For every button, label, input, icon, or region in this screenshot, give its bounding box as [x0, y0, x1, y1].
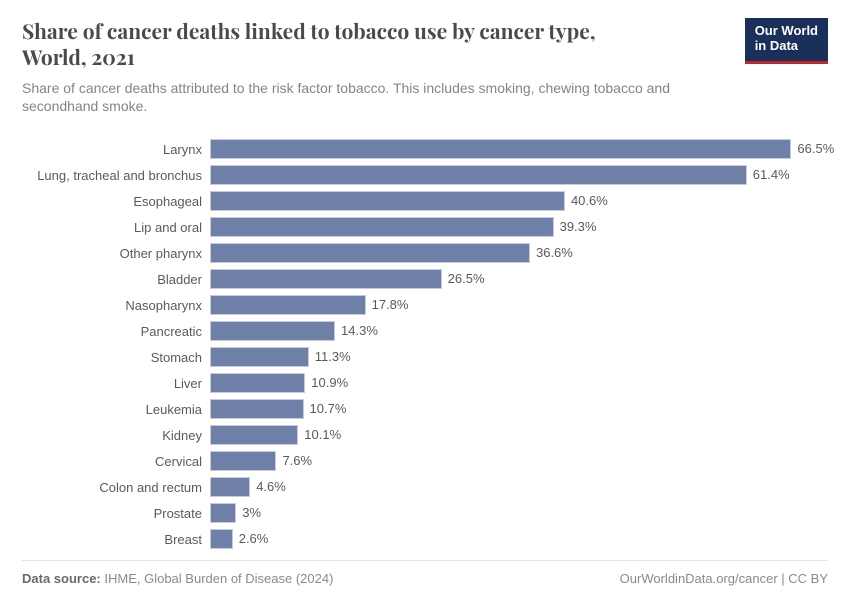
- chart-subtitle: Share of cancer deaths attributed to the…: [22, 79, 722, 117]
- bar-track: 39.3%: [210, 217, 822, 237]
- value-label: 36.6%: [530, 243, 573, 263]
- bar: [210, 425, 298, 445]
- bar-track: 61.4%: [210, 165, 822, 185]
- attribution: OurWorldinData.org/cancer | CC BY: [620, 571, 828, 586]
- bar-track: 10.7%: [210, 399, 822, 419]
- category-label: Pancreatic: [32, 324, 210, 339]
- bar-row: Bladder 26.5%: [32, 266, 822, 292]
- category-label: Liver: [32, 376, 210, 391]
- bar: [210, 451, 276, 471]
- value-label: 14.3%: [335, 321, 378, 341]
- data-source-text: IHME, Global Burden of Disease (2024): [104, 571, 333, 586]
- value-label: 39.3%: [554, 217, 597, 237]
- bar-row: Kidney 10.1%: [32, 422, 822, 448]
- bar-row: Nasopharynx 17.8%: [32, 292, 822, 318]
- bar-row: Breast 2.6%: [32, 526, 822, 552]
- category-label: Bladder: [32, 272, 210, 287]
- value-label: 10.7%: [304, 399, 347, 419]
- bar-track: 66.5%: [210, 139, 822, 159]
- value-label: 7.6%: [276, 451, 312, 471]
- category-label: Leukemia: [32, 402, 210, 417]
- bar-track: 10.9%: [210, 373, 822, 393]
- bar: [210, 477, 250, 497]
- bar-chart: Larynx66.5%Lung, tracheal and bronchus61…: [32, 136, 822, 552]
- bar-row: Lung, tracheal and bronchus 61.4%: [32, 162, 822, 188]
- category-label: Stomach: [32, 350, 210, 365]
- value-label: 4.6%: [250, 477, 286, 497]
- bar-track: 36.6%: [210, 243, 822, 263]
- bar-track: 2.6%: [210, 529, 822, 549]
- bar-track: 7.6%: [210, 451, 822, 471]
- bar-track: 17.8%: [210, 295, 822, 315]
- bar-row: Liver 10.9%: [32, 370, 822, 396]
- bar: [210, 243, 530, 263]
- bar-track: 10.1%: [210, 425, 822, 445]
- bar: [210, 217, 554, 237]
- bar-row: Other pharynx 36.6%: [32, 240, 822, 266]
- value-label: 61.4%: [747, 165, 790, 185]
- bar-row: Leukemia 10.7%: [32, 396, 822, 422]
- title-block: Share of cancer deaths linked to tobacco…: [22, 18, 722, 116]
- owid-logo: Our World in Data: [745, 18, 828, 64]
- value-label: 11.3%: [309, 347, 351, 367]
- value-label: 40.6%: [565, 191, 608, 211]
- bar-row: Esophageal 40.6%: [32, 188, 822, 214]
- logo-line1: Our World: [755, 23, 818, 38]
- category-label: Kidney: [32, 428, 210, 443]
- bar: [210, 165, 747, 185]
- bar-row: Lip and oral 39.3%: [32, 214, 822, 240]
- category-label: Lip and oral: [32, 220, 210, 235]
- logo-line2: in Data: [755, 38, 798, 53]
- bar-row: Pancreatic 14.3%: [32, 318, 822, 344]
- category-label: Colon and rectum: [32, 480, 210, 495]
- category-label: Cervical: [32, 454, 210, 469]
- bar: [210, 373, 305, 393]
- bar-track: 3%: [210, 503, 822, 523]
- bar-row: Larynx66.5%: [32, 136, 822, 162]
- value-label: 17.8%: [366, 295, 409, 315]
- bar: [210, 269, 442, 289]
- value-label: 10.9%: [305, 373, 348, 393]
- bar: [210, 347, 309, 367]
- bar-row: Stomach 11.3%: [32, 344, 822, 370]
- category-label: Lung, tracheal and bronchus: [32, 168, 210, 183]
- value-label: 2.6%: [233, 529, 269, 549]
- category-label: Prostate: [32, 506, 210, 521]
- bar-row: Cervical 7.6%: [32, 448, 822, 474]
- bar-row: Colon and rectum 4.6%: [32, 474, 822, 500]
- chart-title: Share of cancer deaths linked to tobacco…: [22, 18, 662, 71]
- bar-track: 26.5%: [210, 269, 822, 289]
- bar-track: 14.3%: [210, 321, 822, 341]
- category-label: Nasopharynx: [32, 298, 210, 313]
- data-source: Data source: IHME, Global Burden of Dise…: [22, 571, 333, 586]
- value-label: 26.5%: [442, 269, 485, 289]
- header: Share of cancer deaths linked to tobacco…: [22, 18, 828, 116]
- bar: [210, 503, 236, 523]
- bar: [210, 295, 366, 315]
- bar: [210, 321, 335, 341]
- bar-track: 40.6%: [210, 191, 822, 211]
- category-label: Other pharynx: [32, 246, 210, 261]
- category-label: Breast: [32, 532, 210, 547]
- bar-track: 4.6%: [210, 477, 822, 497]
- bar: [210, 529, 233, 549]
- value-label: 10.1%: [298, 425, 341, 445]
- value-label: 66.5%: [791, 139, 834, 159]
- bar: [210, 191, 565, 211]
- category-label: Larynx: [32, 142, 210, 157]
- data-source-label: Data source:: [22, 571, 101, 586]
- bar-row: Prostate 3%: [32, 500, 822, 526]
- footer: Data source: IHME, Global Burden of Dise…: [22, 560, 828, 586]
- bar: [210, 399, 304, 419]
- category-label: Esophageal: [32, 194, 210, 209]
- value-label: 3%: [236, 503, 261, 523]
- bar: [210, 139, 791, 159]
- bar-track: 11.3%: [210, 347, 822, 367]
